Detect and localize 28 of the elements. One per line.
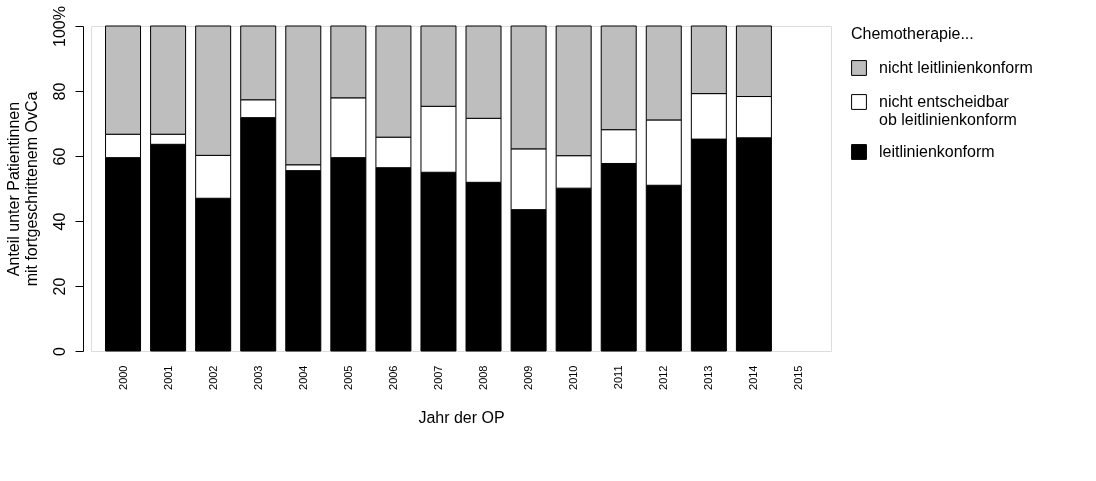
x-tick-label: 2002 [206, 365, 219, 390]
x-tick-label: 2001 [161, 365, 174, 390]
y-tick-label: 40 [50, 212, 68, 231]
x-tick-label: 2014 [747, 365, 760, 390]
legend-label: leitlinienkonform [879, 143, 995, 160]
y-tick-label: 20 [50, 277, 68, 296]
x-tick-label: 2011 [612, 365, 625, 390]
x-tick-label: 2015 [792, 365, 805, 390]
legend-title: Chemotherapie... [851, 25, 974, 42]
y-tick-label: 0 [50, 346, 68, 356]
legend-label: nicht entscheidbar ob leitlinienkonform [879, 93, 1017, 128]
x-tick-label: 2000 [116, 365, 129, 390]
x-tick-label: 2009 [522, 365, 535, 390]
x-axis-title: Jahr der OP [418, 408, 505, 426]
x-tick-label: 2006 [386, 365, 399, 390]
y-tick-label: 80 [50, 82, 68, 101]
y-tick-label: 60 [50, 147, 68, 166]
y-tick-label: 100% [50, 6, 68, 47]
x-tick-label: 2008 [477, 365, 490, 390]
x-tick-label: 2012 [657, 365, 670, 390]
legend-label: nicht leitlinienkonform [879, 59, 1033, 76]
x-tick-label: 2005 [341, 365, 354, 390]
x-tick-label: 2004 [296, 365, 309, 390]
x-tick-label: 2010 [567, 365, 580, 390]
y-axis-title: Anteil unter Patientinnen mit fortgeschrittenem OvCa [4, 91, 40, 287]
x-tick-label: 2013 [702, 365, 715, 390]
x-tick-label: 2003 [251, 365, 264, 390]
x-tick-label: 2007 [431, 365, 444, 390]
